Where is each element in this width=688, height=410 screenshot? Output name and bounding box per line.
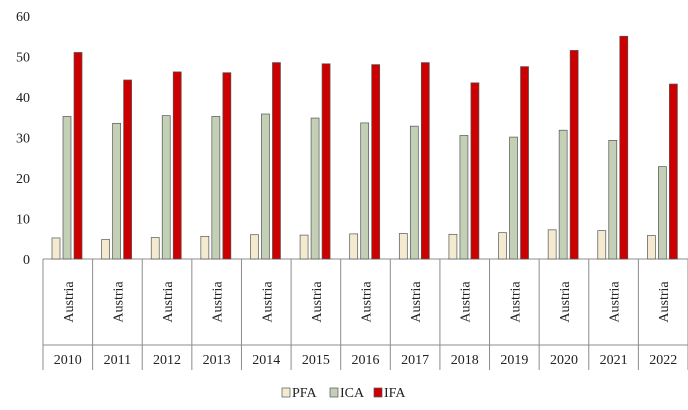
- year-label: 2016: [352, 353, 380, 368]
- y-tick-label: 50: [16, 51, 30, 66]
- year-label: 2021: [600, 353, 628, 368]
- legend-swatch-ica: [329, 387, 339, 398]
- bar-ifa-2010: [73, 52, 83, 260]
- legend-label-pfa: PFA: [292, 386, 318, 401]
- bar-pfa-2013: [200, 235, 210, 260]
- year-label: 2019: [500, 353, 528, 368]
- bar-ifa-2011: [123, 79, 132, 260]
- year-label: 2020: [550, 353, 578, 368]
- bar-ifa-2016: [371, 64, 381, 260]
- year-label: 2014: [252, 353, 280, 368]
- legend-swatch-ifa: [373, 387, 383, 398]
- bar-pfa-2022: [647, 235, 656, 260]
- category-group-label: Austria: [608, 281, 623, 323]
- bar-pfa-2015: [299, 234, 309, 260]
- bar-ica-2014: [261, 113, 270, 260]
- y-tick-label: 0: [23, 253, 30, 268]
- bar-pfa-2012: [150, 237, 160, 260]
- year-label: 2010: [54, 353, 82, 368]
- legend-swatch-pfa: [281, 387, 291, 398]
- bar-pfa-2016: [349, 233, 359, 260]
- bars: [51, 35, 678, 260]
- bar-pfa-2014: [250, 234, 259, 260]
- y-tick-label: 30: [16, 132, 30, 147]
- bar-ica-2016: [360, 122, 370, 260]
- bar-pfa-2011: [101, 239, 110, 260]
- year-label: 2018: [451, 353, 479, 368]
- year-label: 2017: [401, 353, 429, 368]
- category-group-label: Austria: [161, 281, 176, 323]
- axes: 0 10 20 30 40 50 60: [16, 10, 688, 370]
- bar-ifa-2019: [520, 66, 529, 260]
- legend-label-ifa: IFA: [384, 386, 406, 401]
- category-group-label: Austria: [409, 281, 424, 323]
- y-tick-label: 20: [16, 172, 30, 187]
- bar-ifa-2013: [222, 72, 232, 260]
- bar-ica-2020: [558, 129, 568, 260]
- bar-pfa-2020: [547, 229, 557, 260]
- bar-ifa-2018: [470, 82, 480, 260]
- category-group-label: Austria: [459, 281, 474, 323]
- category-group-label: Austria: [211, 281, 226, 323]
- bar-pfa-2021: [597, 230, 607, 260]
- category-group-label: Austria: [260, 281, 275, 323]
- y-tick-label: 60: [16, 10, 30, 25]
- bar-ica-2013: [211, 116, 221, 260]
- category-labels: Austria 2010 Austria 2011 Austria 2012 Austria…: [54, 281, 677, 368]
- bar-pfa-2010: [51, 237, 61, 260]
- bar-ica-2015: [310, 117, 320, 260]
- bar-pfa-2019: [498, 232, 507, 260]
- bar-pfa-2018: [448, 233, 458, 260]
- bar-ifa-2021: [619, 35, 629, 260]
- category-group-label: Austria: [310, 281, 325, 323]
- bar-pfa-2017: [398, 233, 408, 260]
- bar-ica-2018: [459, 135, 469, 260]
- category-group-label: Austria: [111, 281, 126, 323]
- bar-ifa-2014: [272, 62, 281, 260]
- category-group-label: Austria: [508, 281, 523, 323]
- category-group-label: Austria: [360, 281, 375, 323]
- bar-ica-2021: [608, 139, 618, 260]
- bar-ifa-2020: [569, 50, 579, 260]
- bar-ica-2011: [112, 122, 121, 260]
- bar-ica-2010: [62, 116, 72, 260]
- bar-ica-2019: [509, 136, 518, 260]
- category-group-label: Austria: [558, 281, 573, 323]
- category-group-label: Austria: [657, 281, 672, 323]
- bar-ifa-2012: [172, 71, 182, 260]
- bar-ifa-2022: [669, 83, 678, 260]
- year-label: 2022: [649, 353, 677, 368]
- bar-ica-2017: [409, 125, 419, 260]
- year-label: 2012: [153, 353, 181, 368]
- category-group-label: Austria: [62, 281, 77, 323]
- legend-label-ica: ICA: [340, 386, 365, 401]
- bar-ica-2022: [658, 166, 667, 260]
- year-label: 2013: [203, 353, 231, 368]
- bar-ica-2012: [161, 115, 171, 260]
- bar-ifa-2015: [321, 63, 331, 260]
- year-label: 2015: [302, 353, 330, 368]
- bar-ifa-2017: [420, 62, 430, 260]
- y-tick-label: 10: [16, 213, 30, 228]
- y-tick-label: 40: [16, 91, 30, 106]
- year-label: 2011: [104, 353, 131, 368]
- legend: PFA ICA IFA: [281, 386, 406, 401]
